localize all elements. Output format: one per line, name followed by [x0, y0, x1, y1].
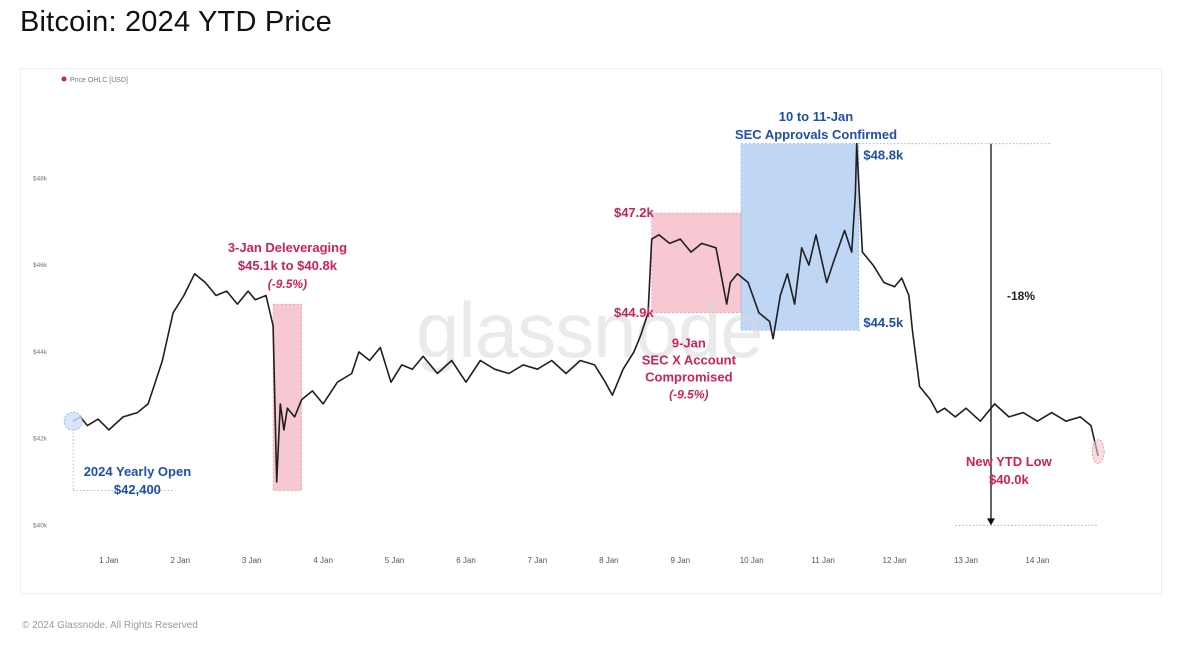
marker-yearly-open	[63, 411, 83, 431]
x-tick-label: 1 Jan	[99, 556, 119, 565]
label-ytd-low-value: $40.0k	[989, 472, 1030, 487]
x-tick-label: 12 Jan	[883, 556, 907, 565]
label-sec-x-line2: SEC X Account	[642, 353, 737, 368]
price-line	[72, 142, 1099, 483]
label-ytd-low-title: New YTD Low	[966, 454, 1053, 469]
price-chart: glassnode $40k $42k $44k $46k $48k 1 Jan 2 Jan…	[33, 76, 1105, 565]
zone-sec-approval	[740, 143, 860, 331]
x-tick-label: 11 Jan	[811, 556, 834, 565]
y-tick-label: $44k	[33, 349, 48, 356]
y-tick-label: $40k	[33, 522, 48, 529]
label-sec-x-high: $47.2k	[614, 205, 655, 220]
x-tick-label: 8 Jan	[599, 556, 619, 565]
page-title: Bitcoin: 2024 YTD Price	[20, 6, 332, 38]
drawdown-label: -18%	[1007, 289, 1035, 303]
label-sec-approval-high: $48.8k	[863, 148, 904, 163]
x-tick-label: 4 Jan	[313, 556, 333, 565]
marker-ytd-low	[1091, 439, 1105, 464]
watermark: glassnode	[416, 286, 763, 374]
copyright-notice: © 2024 Glassnode. All Rights Reserved	[22, 620, 198, 631]
y-tick-label: $48k	[33, 175, 48, 182]
label-sec-x-low: $44.9k	[614, 305, 655, 320]
x-tick-label: 3 Jan	[242, 556, 262, 565]
x-tick-label: 13 Jan	[954, 556, 978, 565]
chart-frame: glassnode $40k $42k $44k $46k $48k 1 Jan 2 Jan…	[20, 68, 1162, 594]
x-tick-label: 2 Jan	[170, 556, 190, 565]
x-tick-label: 5 Jan	[385, 556, 405, 565]
label-sec-x-line3: Compromised	[645, 370, 732, 385]
legend-dot	[61, 76, 67, 82]
label-deleveraging-title: 3-Jan Deleveraging	[228, 240, 347, 255]
x-tick-label: 14 Jan	[1025, 556, 1049, 565]
legend-label: Price OHLC [USD]	[70, 77, 128, 84]
label-sec-approval-title: 10 to 11-Jan	[779, 109, 853, 124]
label-sec-approval-low: $44.5k	[863, 315, 904, 330]
label-deleveraging-detail: $45.1k to $40.8k	[238, 258, 338, 273]
x-tick-label: 6 Jan	[456, 556, 476, 565]
label-deleveraging-pct: (-9.5%)	[268, 277, 307, 291]
label-yearly-open-title: 2024 Yearly Open	[84, 464, 192, 479]
x-tick-label: 10 Jan	[740, 556, 764, 565]
zone-sec-x-hack	[651, 212, 742, 314]
y-tick-label: $46k	[33, 262, 48, 269]
y-tick-label: $42k	[33, 436, 48, 443]
label-yearly-open-value: $42,400	[114, 482, 161, 497]
label-sec-x-pct: (-9.5%)	[669, 388, 708, 402]
drawdown-arrow-head	[987, 518, 995, 526]
label-sec-approval-subtitle: SEC Approvals Confirmed	[735, 127, 897, 142]
x-tick-label: 7 Jan	[528, 556, 548, 565]
label-sec-x-title: 9-Jan	[672, 336, 706, 351]
x-tick-label: 9 Jan	[670, 556, 690, 565]
